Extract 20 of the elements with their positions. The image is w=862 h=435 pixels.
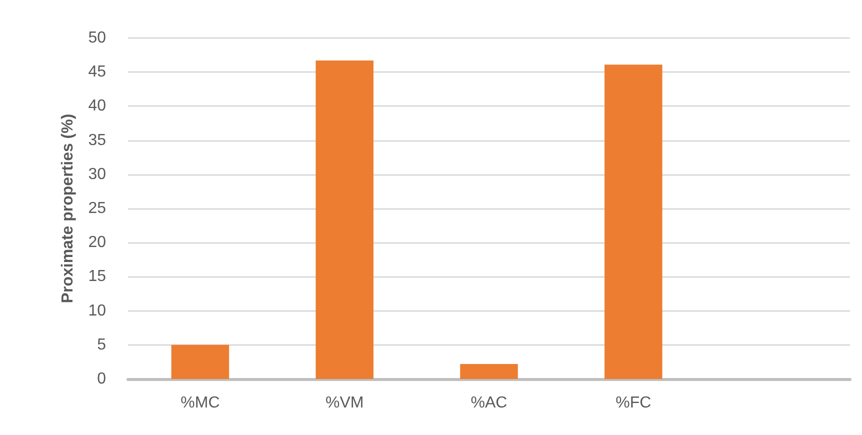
y-tick-label: 50 <box>88 30 106 46</box>
y-tick-label: 45 <box>88 64 106 81</box>
y-tick-label: 10 <box>88 302 106 320</box>
y-tick-label: 15 <box>88 268 106 286</box>
bar <box>604 64 662 379</box>
y-tick-label: 20 <box>88 234 106 252</box>
bar <box>460 364 518 379</box>
x-tick-label: %MC <box>180 394 220 412</box>
y-tick-label: 25 <box>88 200 106 217</box>
x-tick-label: %AC <box>470 394 508 412</box>
x-tick-label: %VM <box>325 394 364 412</box>
bar <box>316 60 374 379</box>
y-axis-title: Proximate properties (%) <box>60 114 76 304</box>
y-tick-label: 5 <box>97 336 106 354</box>
y-tick-label: 0 <box>97 370 106 388</box>
bar <box>171 344 230 379</box>
y-tick-label: 35 <box>88 132 106 149</box>
y-tick-label: 30 <box>88 166 106 183</box>
y-tick-label: 40 <box>88 98 106 115</box>
x-tick-label: %FC <box>616 394 652 412</box>
